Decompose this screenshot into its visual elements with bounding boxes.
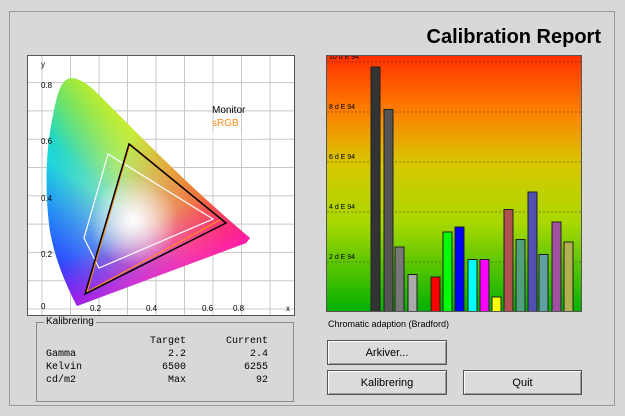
bar-steel-blue (527, 191, 538, 311)
table-header-row: Target Current (46, 335, 268, 348)
bar-green (442, 231, 453, 311)
bar-chart-bars (370, 66, 574, 311)
cie-y-tick-label: 0 (41, 302, 46, 311)
table-cell: 2.2 (167, 349, 186, 360)
table-cell: 6255 (243, 362, 268, 373)
table-row: cd/m2 Max 92 (46, 374, 268, 387)
table-row: Kelvin 6500 6255 (46, 361, 268, 374)
bar-grey (394, 246, 405, 311)
bar-olive (563, 241, 574, 311)
bar-purple (551, 221, 562, 311)
bar-y-tick-label: 10 d E 94 (329, 56, 359, 61)
calibration-group-title: Kalibrering (44, 316, 96, 327)
bar-chart-svg: 2 d E 94 4 d E 94 6 d E 94 8 d E 94 10 d E 9… (327, 56, 581, 311)
cie-x-tick-label: 0.2 (90, 304, 102, 313)
bar-y-tick-label: 2 d E 94 (329, 254, 355, 261)
legend-isocoated: ISOcoated (212, 131, 260, 142)
chart-caption: Chromatic adaption (Bradford) (328, 319, 450, 329)
bar-sea-green (515, 239, 526, 311)
cie-x-tick-label: 0.6 (202, 304, 214, 313)
table-cell: cd/m2 (46, 375, 77, 386)
calibrate-button[interactable]: Kalibrering (327, 370, 447, 395)
table-cell: 6500 (161, 362, 186, 373)
cie-y-tick-label: 0.4 (41, 194, 53, 203)
table-header: Target (149, 336, 186, 347)
cie-y-tick-label: 0.8 (41, 81, 53, 90)
table-cell: Gamma (46, 349, 77, 360)
calibration-table: Target Current Gamma 2.2 2.4 Kelvin 6500… (46, 335, 268, 387)
spectral-locus-fill (46, 78, 250, 306)
bar-chart-tick-labels: 2 d E 94 4 d E 94 6 d E 94 8 d E 94 10 d E 9… (329, 56, 359, 261)
table-header (46, 335, 116, 348)
bar-brown (503, 209, 514, 311)
cie-y-tick-label: 0.6 (41, 137, 53, 146)
bar-y-tick-label: 6 d E 94 (329, 154, 355, 161)
bar-light-grey (407, 274, 418, 311)
table-row: Gamma 2.2 2.4 (46, 348, 268, 361)
bar-red (430, 276, 441, 311)
table-cell: 2.4 (249, 349, 268, 360)
report-title: Calibration Report (426, 26, 601, 48)
quit-button[interactable]: Quit (463, 370, 582, 395)
bar-cyan (467, 259, 478, 311)
bar-magenta (479, 259, 490, 311)
isocoated-gamut-triangle (83, 153, 215, 269)
bar-black (370, 66, 381, 311)
calibration-group (36, 322, 294, 402)
cie-x-tick-label: 0.4 (146, 304, 158, 313)
cie-x-tick-label: 0.8 (233, 304, 245, 313)
cie-x-axis-label: x (286, 304, 290, 313)
bar-slate-teal (538, 254, 549, 311)
cie-axis-labels: 0.8 0.6 0.4 0.2 0 0.2 0.4 0.6 0.8 y x (41, 60, 290, 313)
table-cell: Max (167, 375, 186, 386)
bar-y-tick-label: 8 d E 94 (329, 104, 355, 111)
legend-srgb: sRGB (212, 118, 239, 129)
table-header: Current (225, 336, 268, 347)
archive-button[interactable]: Arkiver... (327, 340, 447, 365)
window-frame (9, 11, 615, 406)
cie-diagram-svg: 0.8 0.6 0.4 0.2 0 0.2 0.4 0.6 0.8 y x (28, 56, 294, 315)
monitor-gamut-triangle (83, 142, 228, 296)
table-cell: 92 (255, 375, 268, 386)
cie-y-tick-label: 0.2 (41, 250, 53, 259)
gamut-legend: Monitor sRGB ISOcoated (212, 104, 259, 143)
delta-e-bar-chart: 2 d E 94 4 d E 94 6 d E 94 8 d E 94 10 d E 9… (326, 55, 582, 312)
bar-y-tick-label: 4 d E 94 (329, 204, 355, 211)
table-cell: Kelvin (46, 362, 83, 373)
bar-yellow (491, 296, 502, 311)
cie-chromaticity-diagram: 0.8 0.6 0.4 0.2 0 0.2 0.4 0.6 0.8 y x Monitor sRGB… (27, 55, 295, 316)
legend-monitor: Monitor (212, 105, 246, 116)
cie-y-axis-label: y (41, 60, 45, 69)
bar-dark-grey (383, 109, 394, 311)
bar-blue (454, 226, 465, 311)
